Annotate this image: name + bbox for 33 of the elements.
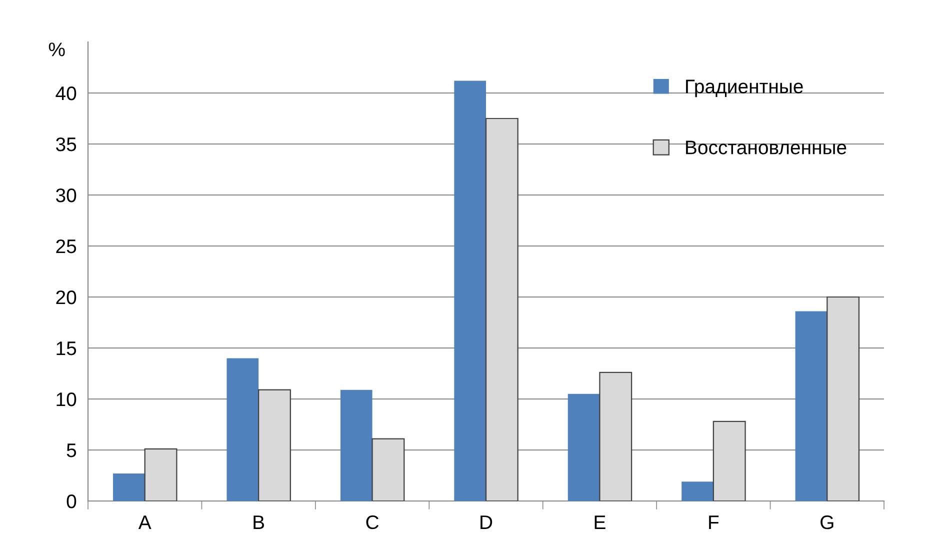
bar: [454, 80, 486, 501]
y-tick-label: 25: [56, 239, 76, 254]
bar: [795, 311, 828, 501]
bar: [599, 372, 632, 501]
bar: [258, 389, 291, 501]
bar: [682, 482, 714, 501]
y-tick-label: 30: [56, 188, 76, 202]
y-tick-label: 20: [56, 290, 76, 304]
x-tick-label: D: [480, 516, 492, 529]
bar: [485, 118, 518, 501]
bar: [568, 394, 600, 501]
bar: [372, 438, 405, 501]
y-axis-title: %: [48, 42, 65, 56]
y-tick-label: 5: [66, 444, 76, 458]
y-tick-label: 0: [66, 494, 76, 508]
x-tick-label: E: [594, 516, 606, 529]
y-tick-label: 10: [56, 392, 76, 406]
legend-label: Восстановленные: [686, 140, 846, 154]
x-tick-label: A: [138, 516, 152, 529]
x-tick-label: F: [709, 516, 719, 529]
bar: [712, 420, 746, 501]
x-tick-label: G: [820, 515, 834, 530]
bar: [226, 358, 259, 501]
x-tick-label: B: [254, 516, 264, 529]
x-tick-label: C: [366, 515, 379, 530]
bar: [144, 448, 178, 501]
y-tick-label: 35: [56, 137, 76, 152]
bar: [340, 390, 372, 501]
bar: [113, 473, 145, 501]
y-tick-label: 15: [56, 342, 76, 356]
bar: [826, 296, 860, 501]
legend-label: Градиентные: [686, 80, 803, 98]
y-tick-label: 40: [56, 86, 76, 100]
